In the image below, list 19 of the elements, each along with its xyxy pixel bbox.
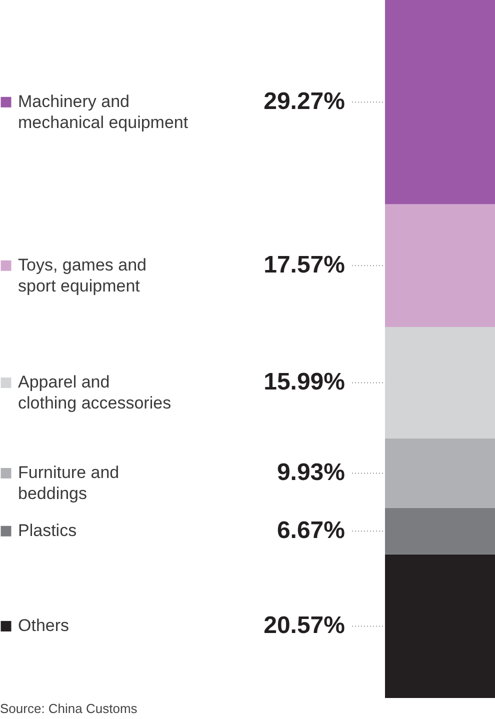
bar <box>385 554 495 698</box>
bar <box>385 326 495 439</box>
bar <box>385 204 495 327</box>
legend-label: Others <box>18 616 70 636</box>
data-label: 6.67% <box>276 517 345 544</box>
bar <box>385 438 495 508</box>
legend-label: Plastics <box>18 521 77 540</box>
legend-label: Machinery and mechanical equipment <box>18 92 188 132</box>
data-label: 17.57% <box>264 252 345 279</box>
bar <box>385 0 495 204</box>
legend-label: Apparel and clothing accessories <box>18 372 172 413</box>
source-note: Source: China Customs <box>0 701 138 716</box>
data-label: 20.57% <box>264 612 345 640</box>
data-label: 15.99% <box>264 368 345 396</box>
data-label: 29.27% <box>264 88 345 116</box>
data-label: 9.93% <box>276 459 345 486</box>
legend-label: Furniture and beddings <box>18 463 120 504</box>
legend-label: Toys, games and sport equipment <box>18 256 147 296</box>
bar <box>385 508 495 554</box>
